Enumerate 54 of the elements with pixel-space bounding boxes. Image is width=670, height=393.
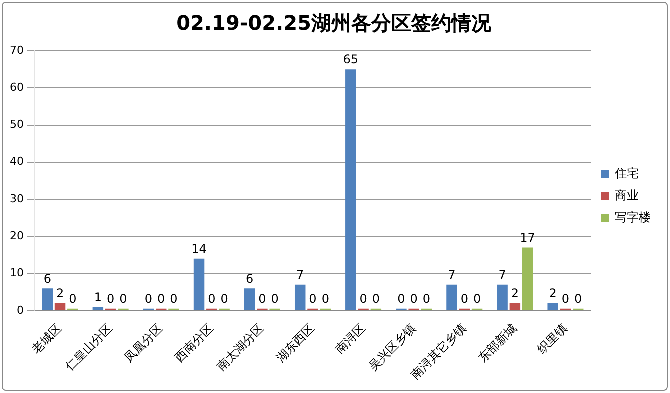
data-label: 2 [56, 286, 64, 301]
data-label: 7 [296, 268, 304, 282]
data-label: 1 [94, 290, 102, 304]
y-tick-label: 40 [10, 155, 24, 168]
chart-title: 02.19-02.25湖州各分区签约情况 [176, 11, 492, 36]
data-label: 0 [322, 292, 330, 306]
data-label: 0 [271, 292, 279, 306]
x-tick-label: 东部新城 [476, 321, 520, 366]
x-tick-label: 西南分区 [172, 321, 216, 366]
data-label: 0 [69, 292, 77, 306]
data-label: 0 [220, 292, 228, 306]
data-label: 6 [246, 272, 254, 286]
data-label: 0 [473, 292, 482, 306]
data-label: 2 [511, 286, 519, 301]
x-tick-label: 湖东西区 [273, 321, 318, 366]
data-label: 14 [192, 242, 207, 256]
data-label: 6 [44, 272, 52, 286]
data-label: 17 [520, 230, 536, 245]
data-label: 0 [410, 292, 418, 306]
data-label: 0 [574, 292, 582, 306]
y-tick-label: 20 [10, 230, 24, 243]
data-label: 0 [208, 292, 216, 306]
data-label: 0 [422, 292, 431, 306]
y-tick-label: 30 [10, 192, 24, 206]
legend-label: 商业 [615, 188, 639, 203]
y-tick-label: 60 [10, 80, 24, 94]
data-label: 65 [343, 52, 359, 67]
x-tick-label: 老城区 [29, 321, 65, 357]
legend-label: 住宅 [614, 166, 639, 181]
data-label: 0 [258, 292, 266, 306]
x-tick-label: 仁皇山分区 [62, 321, 116, 374]
x-tick-label: 凤凰分区 [122, 321, 166, 366]
data-label: 0 [106, 292, 115, 306]
data-label: 7 [498, 268, 506, 282]
data-label: 0 [144, 292, 153, 306]
data-label: 0 [460, 292, 468, 306]
x-tick-label: 南太湖分区 [214, 321, 267, 374]
x-tick-label: 织里镇 [534, 321, 570, 357]
y-tick-label: 0 [16, 304, 24, 317]
y-tick-label: 50 [10, 118, 24, 132]
data-label: 0 [309, 292, 317, 306]
x-tick-label: 南浔区 [332, 321, 368, 357]
legend-label: 写字楼 [615, 210, 651, 225]
data-label: 0 [120, 292, 128, 306]
data-label: 0 [360, 292, 368, 306]
y-tick-label: 10 [10, 266, 24, 280]
data-label: 0 [372, 292, 380, 306]
data-label: 0 [562, 292, 570, 306]
data-label: 0 [158, 292, 166, 306]
data-label: 0 [170, 292, 178, 306]
data-label: 2 [549, 286, 557, 301]
data-label: 0 [398, 292, 406, 306]
data-label: 7 [448, 268, 456, 282]
y-tick-label: 70 [10, 44, 24, 57]
